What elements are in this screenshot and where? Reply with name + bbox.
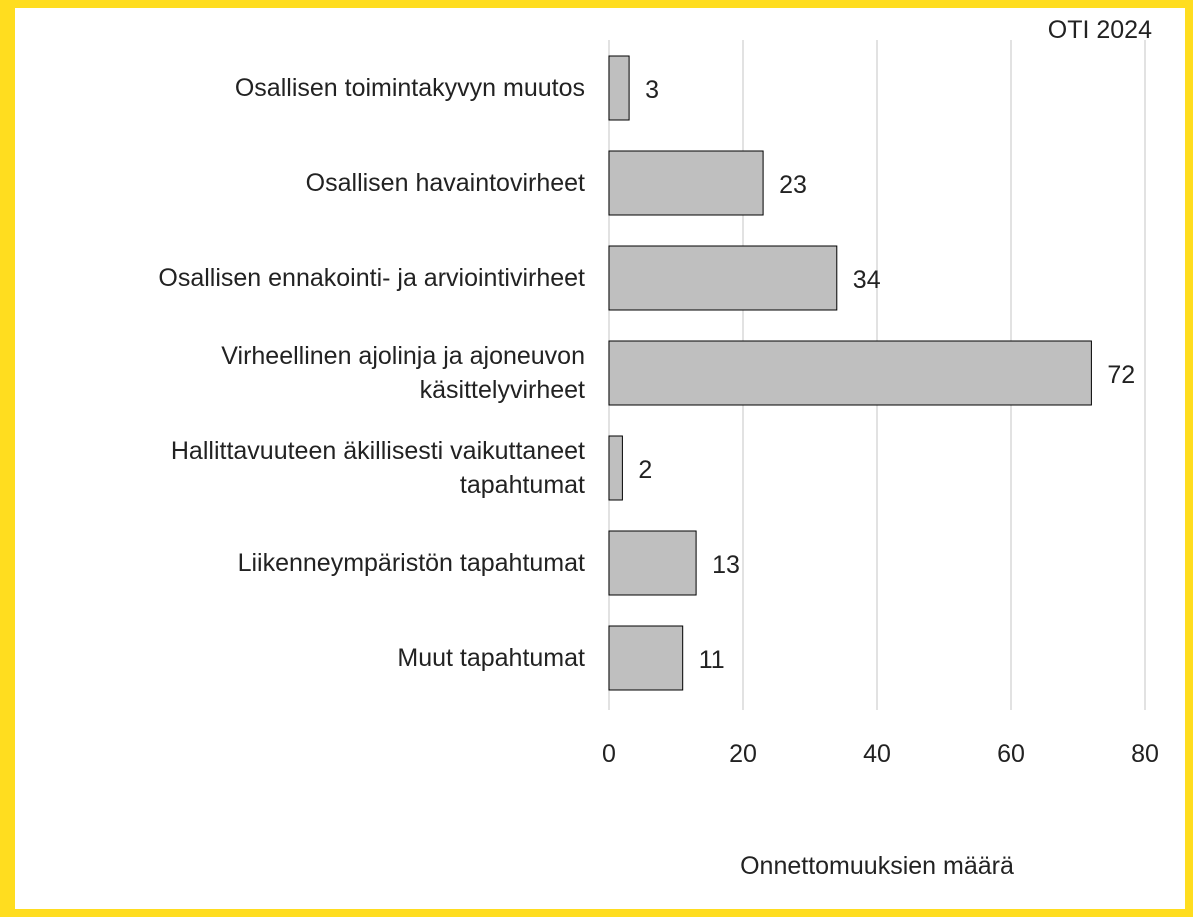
- value-label: 11: [699, 646, 725, 674]
- x-tick-label: 20: [729, 740, 757, 768]
- category-label: Osallisen havaintovirheet: [305, 169, 585, 197]
- value-label: 72: [1107, 361, 1135, 389]
- x-tick-label: 60: [997, 740, 1025, 768]
- bar: [608, 435, 623, 501]
- category-label: Liikenneympäristön tapahtumat: [237, 549, 585, 577]
- category-label: Osallisen toimintakyvyn muutos: [234, 74, 585, 102]
- value-label: 3: [645, 76, 659, 104]
- bar: [608, 625, 684, 691]
- panel: [15, 8, 1185, 909]
- x-tick-label: 40: [863, 740, 891, 768]
- category-label: Virheellinen ajolinja ja ajoneuvon käsit…: [221, 342, 585, 404]
- bar: [608, 340, 1092, 406]
- category-label: Hallittavuuteen äkillisesti vaikuttaneet…: [170, 437, 585, 499]
- bar: [608, 530, 697, 596]
- bar: [608, 245, 838, 311]
- value-label: 23: [779, 171, 807, 199]
- chart-title: OTI 2024: [1048, 16, 1152, 44]
- x-tick-label: 0: [602, 740, 616, 768]
- bar: [608, 150, 764, 216]
- bar: [608, 55, 630, 121]
- value-label: 2: [638, 456, 652, 484]
- category-label: Osallisen ennakointi- ja arviointivirhee…: [158, 264, 585, 292]
- x-axis-label: Onnettomuuksien määrä: [740, 852, 1014, 880]
- x-tick-label: 80: [1131, 740, 1159, 768]
- value-label: 13: [712, 551, 740, 579]
- value-label: 34: [853, 266, 881, 294]
- category-label: Muut tapahtumat: [397, 644, 585, 672]
